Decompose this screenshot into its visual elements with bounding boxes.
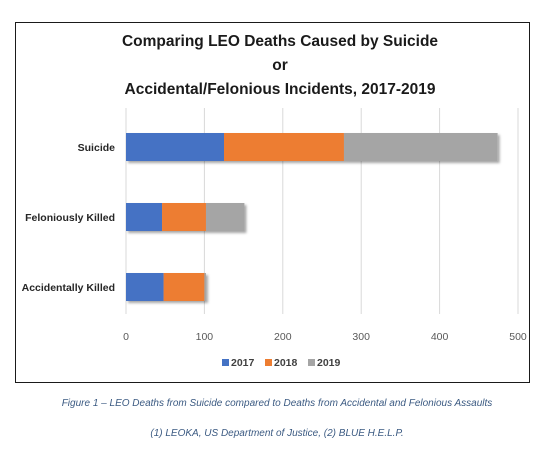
- legend-swatch: [265, 359, 272, 366]
- legend-swatch: [222, 359, 229, 366]
- x-tick-label: 200: [274, 331, 292, 343]
- bar-segment: [126, 133, 224, 161]
- bar-segment: [162, 203, 206, 231]
- source-caption: (1) LEOKA, US Department of Justice, (2)…: [150, 428, 404, 439]
- legend-label: 2019: [317, 357, 341, 369]
- category-label: Suicide: [78, 142, 116, 154]
- x-tick-label: 300: [352, 331, 370, 343]
- category-labels: Suicide Feloniously Killed Accidentally Ki…: [22, 142, 116, 294]
- bar-segment: [204, 273, 206, 301]
- figure-caption: Figure 1 – LEO Deaths from Suicide compa…: [61, 398, 493, 409]
- legend-label: 2018: [274, 357, 298, 369]
- chart-frame: [15, 22, 530, 383]
- bar-segment: [343, 133, 498, 161]
- category-label: Accidentally Killed: [22, 282, 115, 294]
- bar-segment: [224, 133, 344, 161]
- legend-swatch: [308, 359, 315, 366]
- category-label: Feloniously Killed: [25, 212, 115, 224]
- x-tick-labels: 0 100 200 300 400 500: [123, 331, 527, 343]
- bar-segment: [163, 273, 205, 301]
- x-tick-label: 0: [123, 331, 129, 343]
- chart-title: Comparing LEO Deaths Caused by Suicide o…: [120, 30, 440, 102]
- bar-segment: [126, 273, 164, 301]
- bar-segment: [205, 203, 245, 231]
- legend: 2017 2018 2019: [222, 357, 341, 369]
- legend-label: 2017: [231, 357, 255, 369]
- x-tick-label: 400: [431, 331, 449, 343]
- x-tick-label: 100: [196, 331, 214, 343]
- chart-title-line-2: Accidental/Felonious Incidents, 2017-201…: [124, 81, 436, 98]
- x-tick-label: 500: [509, 331, 527, 343]
- bar-group: [126, 133, 498, 301]
- bar-segment: [126, 203, 163, 231]
- chart-title-line-1: Comparing LEO Deaths Caused by Suicide o…: [121, 33, 439, 74]
